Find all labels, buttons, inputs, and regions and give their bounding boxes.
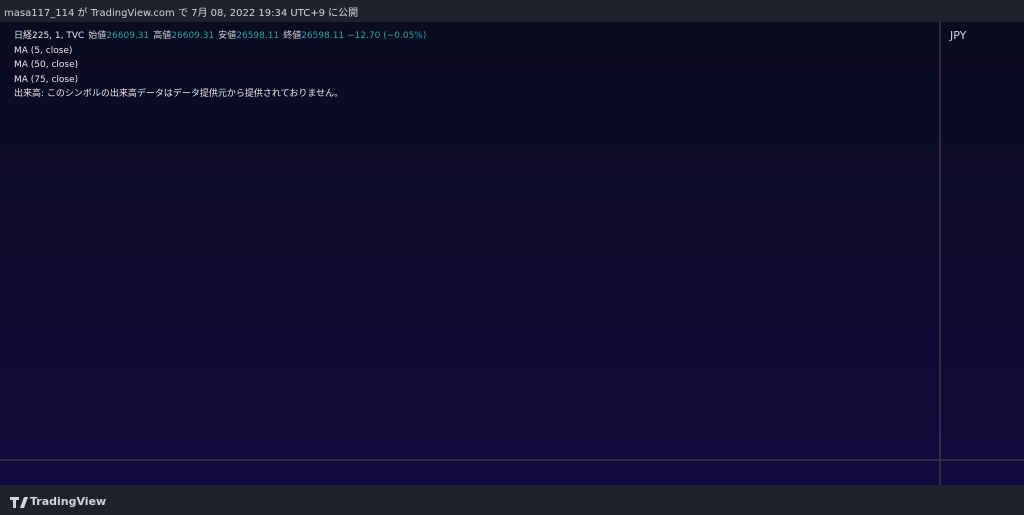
change: −12.70 (−0.05%): [347, 31, 427, 41]
ohlc-value: 26598.11: [236, 31, 280, 41]
legend-entry: MA (50, close): [14, 60, 79, 70]
publish-info: masa117_114 が TradingView.com で 7月 08, 2…: [4, 8, 359, 19]
ohlc-row: 日経225, 1, TVC 始値26609.31 高値26609.31 安値26598…: [14, 29, 426, 44]
ohlc-value: 26598.11: [301, 31, 345, 41]
ohlc-value: 26609.31: [171, 31, 215, 41]
volume-note: 出来高: このシンボルの出来高データはデータ提供元から提供されておりません。: [14, 89, 344, 99]
ohlc-label: 安値: [218, 31, 237, 41]
logo: [10, 497, 28, 508]
footer-brand: TradingView: [30, 495, 107, 508]
currency: JPY: [949, 29, 967, 42]
legend-entry: MA (75, close): [14, 74, 79, 85]
chart-background: [0, 22, 1024, 485]
ohlc-label: 高値: [153, 31, 172, 41]
ohlc-label: 始値: [88, 31, 107, 41]
ohlc-label: 終値: [283, 31, 302, 41]
legend-entry: MA (5, close): [14, 45, 73, 56]
legend: 日経225, 1, TVC 始値26609.31 高値26609.31 安値26598…: [14, 29, 426, 102]
symbol: 日経225, 1, TVC: [14, 31, 85, 41]
ohlc-value: 26609.31: [106, 31, 150, 41]
